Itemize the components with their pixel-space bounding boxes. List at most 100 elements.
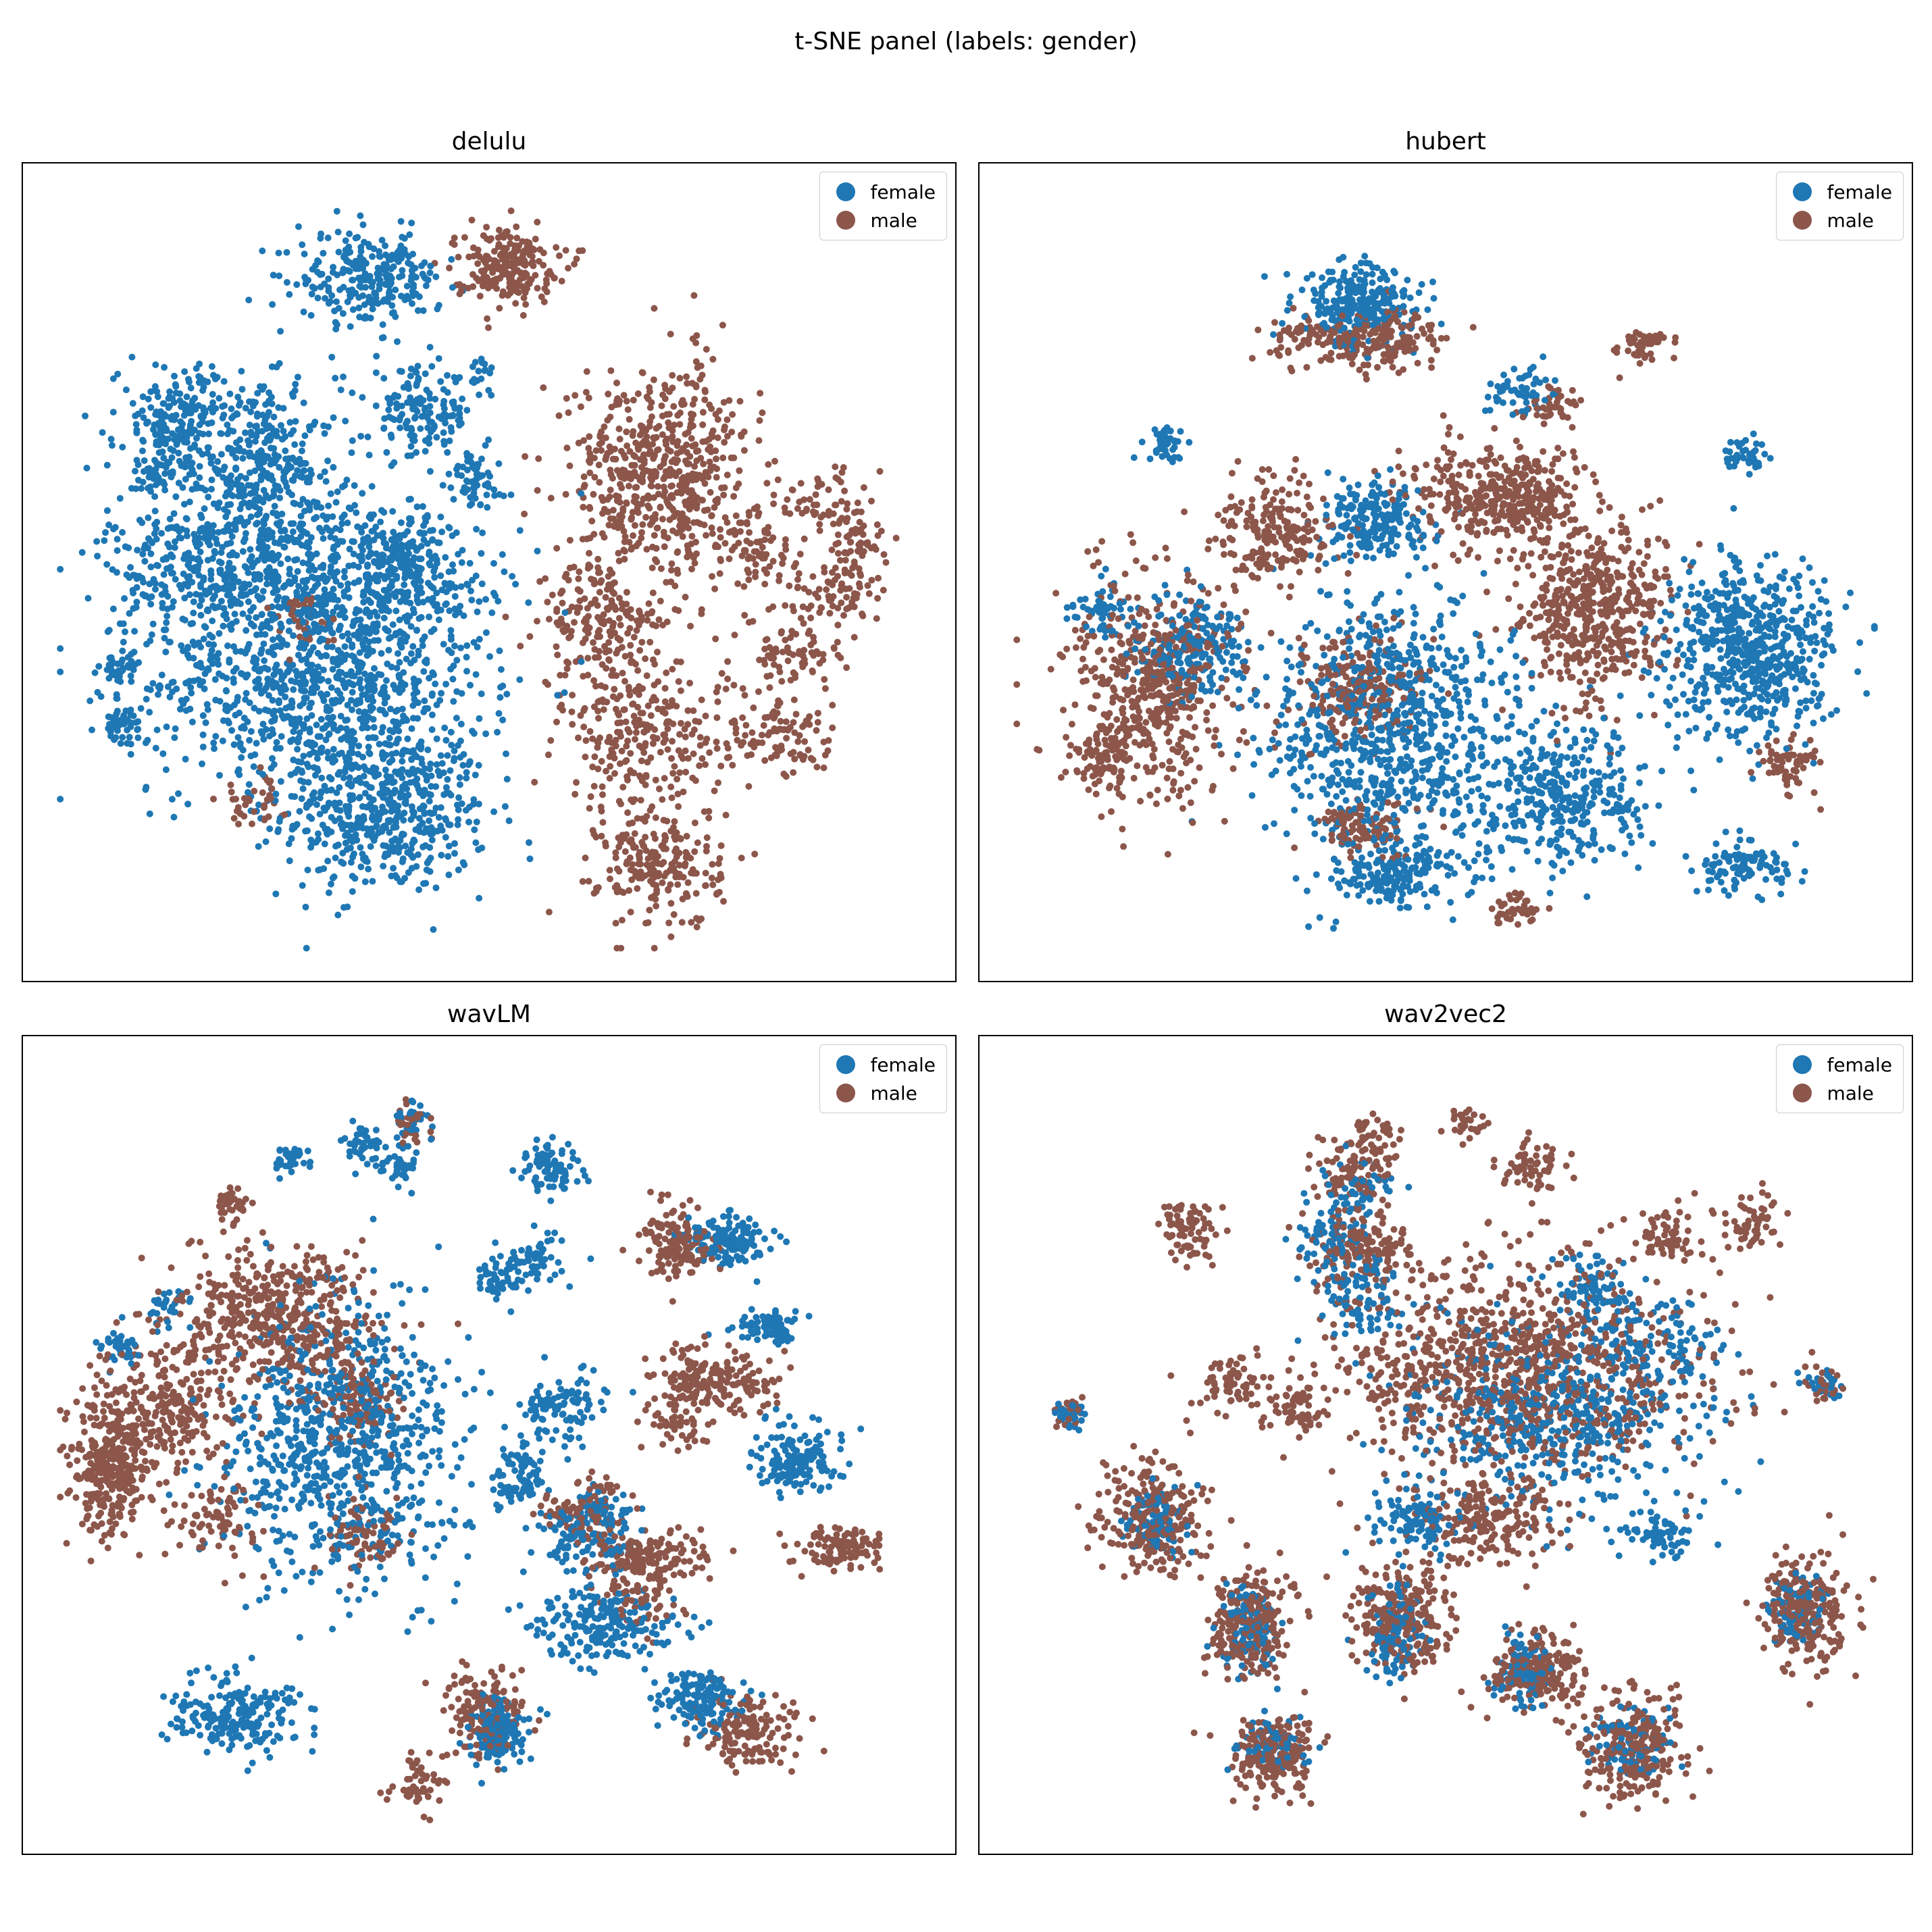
scatter-point-female [438,586,446,594]
scatter-point-female [331,307,338,315]
scatter-point-female [400,831,407,838]
scatter-point-male [530,262,537,270]
scatter-point-male [805,746,812,754]
scatter-point-female [442,554,449,561]
scatter-point-male [635,688,642,695]
scatter-point-male [513,223,520,230]
scatter-point-female [486,473,494,480]
scatter-point-male [663,669,670,676]
scatter-point-male [816,527,823,534]
scatter-point-male [715,888,723,896]
scatter-point-female [220,378,228,385]
scatter-point-female [143,420,150,427]
scatter-point-female [355,816,363,823]
scatter-point-male [800,535,808,542]
scatter-point-female [432,273,440,280]
scatter-point-male [668,560,676,567]
scatter-point-female [425,825,432,833]
scatter-point-female [86,697,94,705]
scatter-point-female [106,655,113,661]
scatter-point-female [438,528,446,536]
scatter-point-male [610,671,617,679]
scatter-point-male [667,503,674,511]
scatter-point-male [843,594,850,601]
scatter-point-male [663,817,671,825]
scatter-point-male [589,827,596,834]
scatter-point-female [303,804,310,811]
scatter-point-female [259,771,266,778]
scatter-point-female [218,451,225,458]
scatter-point-male [590,890,598,897]
scatter-point-female [334,911,342,919]
scatter-point-male [832,501,840,509]
scatter-point-male [571,261,578,268]
scatter-point-female [88,726,95,734]
scatter-point-male [532,235,539,243]
scatter-point-female [159,600,166,607]
scatter-point-male [606,617,613,624]
scatter-point-female [457,583,465,590]
scatter-point-female [283,249,290,256]
scatter-point-male [709,881,717,888]
scatter-point-male [638,757,645,765]
scatter-point-female [195,447,203,455]
scatter-point-male [874,532,882,539]
scatter-point-female [336,769,343,776]
scatter-point-male [614,728,621,736]
scatter-point-female [152,361,159,368]
scatter-point-male [667,578,675,586]
scatter-point-female [447,728,455,736]
scatter-point-female [197,374,204,381]
scatter-point-female [388,279,395,286]
scatter-point-female [280,474,287,481]
scatter-point-female [332,535,338,542]
scatter-point-female [368,283,376,290]
scatter-point-male [482,253,490,259]
scatter-point-male [673,829,680,836]
scatter-point-female [467,587,474,594]
scatter-point-female [308,815,315,822]
scatter-point-female [342,764,350,771]
scatter-point-female [152,465,159,473]
scatter-point-male [662,385,669,392]
scatter-point-female [442,784,450,791]
scatter-point-male [623,499,630,507]
scatter-point-male [878,528,885,535]
scatter-point-female [186,654,193,661]
scatter-point-male [623,428,630,436]
scatter-point-female [329,874,336,882]
scatter-point-male [667,933,675,940]
scatter-point-male [557,671,564,679]
scatter-point-female [401,574,409,582]
scatter-point-female [440,791,448,798]
scatter-point-male [544,270,551,278]
scatter-point-female [490,486,498,493]
scatter-point-male [646,870,653,878]
scatter-point-female [422,448,429,455]
scatter-point-female [246,699,253,707]
scatter-point-female [330,746,337,753]
scatter-point-male [729,411,736,418]
scatter-point-male [736,467,743,474]
scatter-point-female [463,466,471,474]
scatter-point-male [649,589,657,596]
scatter-point-male [713,714,721,721]
scatter-point-female [293,281,301,288]
scatter-point-male [512,268,519,275]
scatter-point-male [676,374,684,382]
scatter-point-female [158,671,166,679]
scatter-point-male [585,444,592,452]
scatter-point-female [349,437,356,444]
scatter-point-female [455,609,463,616]
scatter-point-male [691,463,698,470]
scatter-point-female [220,717,227,724]
scatter-point-female [437,378,444,385]
scatter-point-male [609,507,617,514]
scatter-point-female [215,470,222,478]
scatter-point-female [370,698,377,705]
scatter-point-female [254,410,261,417]
scatter-point-male [586,433,593,440]
scatter-point-male [776,571,783,579]
scatter-point-female [196,602,203,609]
scatter-point-male [697,362,705,370]
